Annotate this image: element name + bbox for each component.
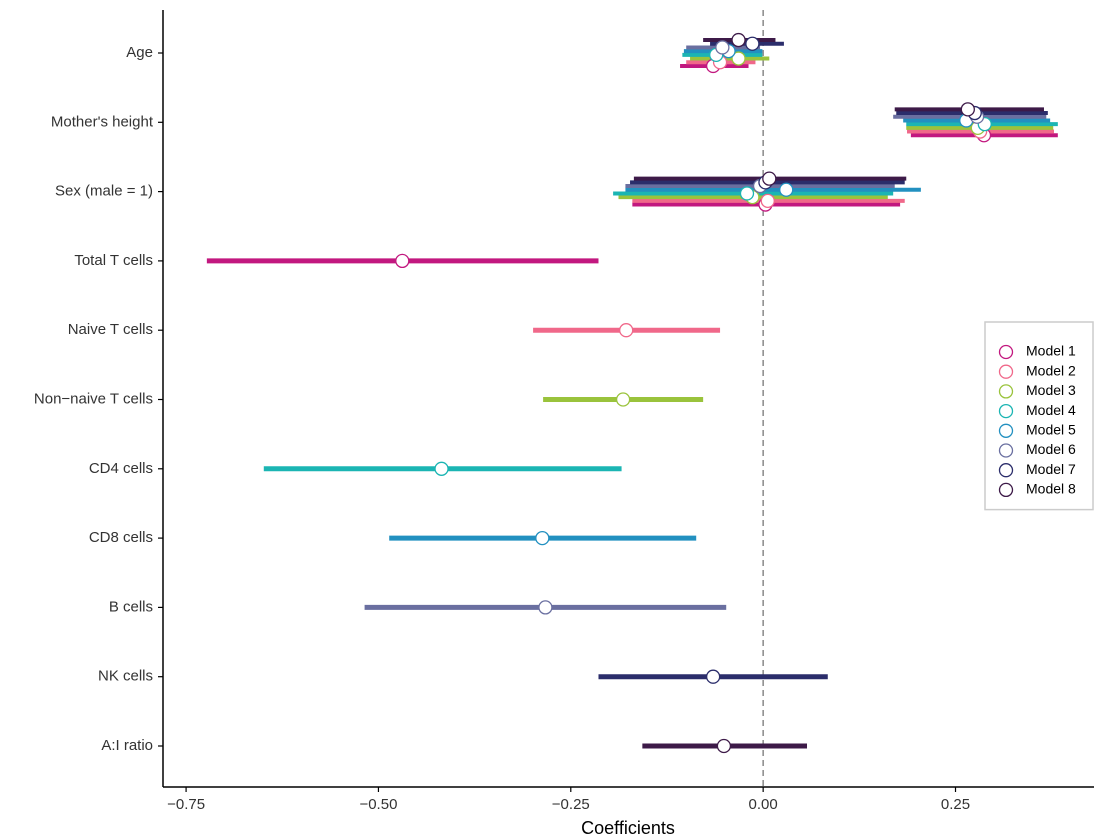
- y-tick-label: NK cells: [98, 668, 153, 685]
- estimate-point: [715, 40, 730, 55]
- legend-swatch: [998, 344, 1014, 360]
- y-tick-label: Sex (male = 1): [55, 183, 153, 200]
- estimate-point: [731, 51, 746, 66]
- legend-label: Model 3: [1026, 382, 1076, 398]
- legend-swatch: [998, 384, 1014, 399]
- estimate-point: [731, 32, 746, 48]
- estimate-point: [434, 461, 449, 476]
- x-tick-label: −0.50: [359, 796, 397, 813]
- x-tick-label: −0.75: [167, 796, 205, 813]
- legend-label: Model 2: [1026, 362, 1076, 378]
- legend-swatch: [998, 403, 1014, 419]
- estimate-point: [538, 600, 553, 615]
- estimate-point: [395, 253, 410, 269]
- estimate-point: [615, 392, 631, 407]
- y-tick-label: Non−naive T cells: [34, 390, 153, 407]
- legend-swatch: [998, 423, 1014, 438]
- x-tick-label: 0.25: [941, 796, 970, 813]
- estimate-point: [762, 171, 777, 186]
- y-tick-label: Age: [126, 44, 153, 61]
- y-tick-label: Mother's height: [51, 113, 154, 130]
- x-tick-label: 0.00: [749, 796, 778, 813]
- legend-swatch: [998, 482, 1014, 498]
- y-tick-label: CD4 cells: [89, 460, 153, 477]
- y-tick-label: CD8 cells: [89, 529, 153, 546]
- estimate-point: [739, 186, 755, 201]
- x-axis-title: Coefficients: [581, 818, 675, 838]
- estimate-point: [535, 530, 550, 546]
- y-tick-label: B cells: [109, 598, 153, 615]
- legend-label: Model 8: [1026, 481, 1076, 497]
- legend-swatch: [998, 364, 1014, 379]
- y-tick-label: A:I ratio: [101, 737, 153, 754]
- legend-label: Model 7: [1026, 461, 1076, 477]
- y-tick-label: Total T cells: [74, 252, 153, 269]
- legend-swatch: [998, 463, 1014, 478]
- legend-label: Model 1: [1026, 343, 1076, 359]
- estimate-point: [745, 36, 760, 51]
- estimate-point: [619, 323, 634, 338]
- estimate-point: [716, 738, 732, 754]
- estimate-point: [760, 193, 775, 209]
- estimate-point: [705, 669, 721, 684]
- legend-label: Model 6: [1026, 441, 1076, 457]
- legend-label: Model 5: [1026, 422, 1076, 438]
- legend-label: Model 4: [1026, 402, 1076, 418]
- y-tick-label: Naive T cells: [68, 321, 153, 338]
- x-tick-label: −0.25: [552, 796, 590, 813]
- estimate-point: [960, 102, 975, 117]
- legend-swatch: [998, 443, 1014, 458]
- estimate-point: [779, 182, 794, 197]
